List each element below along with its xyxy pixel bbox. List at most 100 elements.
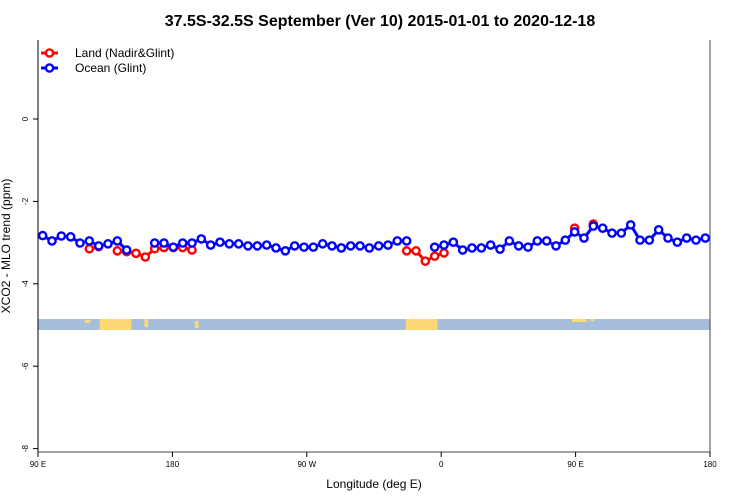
data-point-ocean [317, 239, 328, 249]
data-point-ocean [635, 235, 645, 245]
map-band-land [590, 319, 595, 321]
data-point-ocean [47, 236, 57, 246]
data-point-ocean [196, 234, 207, 244]
y-tick-label: -2 [21, 197, 30, 205]
data-point-ocean [401, 236, 412, 246]
data-point-ocean [616, 228, 627, 238]
data-point-ocean [429, 242, 440, 252]
data-point-ocean [84, 236, 95, 246]
data-point-ocean [233, 239, 244, 249]
data-point-ocean [168, 242, 179, 252]
data-point-ocean [523, 242, 533, 252]
data-point-ocean [280, 246, 291, 256]
data-point-ocean [607, 228, 617, 238]
x-axis-label: Longitude (deg E) [326, 477, 421, 491]
map-band [38, 319, 710, 330]
data-point-ocean [224, 239, 235, 249]
data-point-ocean [392, 236, 403, 246]
data-point-ocean [457, 245, 468, 255]
y-axis-label: XCO2 - MLO trend (ppm) [0, 179, 13, 314]
data-point-ocean [588, 221, 599, 231]
data-point-land [439, 248, 449, 258]
data-point-ocean [513, 241, 524, 251]
data-point-land [84, 243, 95, 254]
data-point-ocean [65, 232, 76, 242]
data-point-ocean [485, 240, 496, 250]
data-point-ocean [504, 236, 515, 246]
data-point-ocean [681, 233, 692, 243]
data-point-ocean [569, 227, 580, 237]
legend-ocean-marker [44, 63, 55, 73]
data-point-ocean [112, 236, 123, 246]
data-point-ocean [187, 238, 197, 248]
data-point-ocean [560, 235, 571, 245]
map-band-land [405, 319, 438, 330]
data-point-ocean [308, 242, 319, 252]
data-point-ocean [541, 236, 552, 246]
data-point-land [411, 246, 421, 256]
data-point-ocean [271, 243, 281, 253]
data-point-ocean [663, 233, 673, 243]
legend-ocean-label: Ocean (Glint) [75, 61, 146, 75]
x-tick-label: 90 E [30, 460, 46, 469]
legend: Land (Nadir&Glint) Ocean (Glint) [41, 46, 174, 75]
data-point-land [140, 252, 151, 262]
y-tick-label: 0 [21, 116, 30, 121]
data-point-land [112, 246, 123, 256]
x-tick-label: 180 [166, 460, 180, 469]
legend-land-label: Land (Nadir&Glint) [75, 46, 174, 60]
data-point-ocean [159, 238, 169, 248]
data-point-ocean [364, 243, 375, 253]
chart-title: 37.5S-32.5S September (Ver 10) 2015-01-0… [165, 13, 596, 30]
data-point-ocean [75, 238, 85, 248]
x-tick-label: 180 [703, 460, 717, 469]
data-point-ocean [345, 241, 356, 251]
data-point-ocean [261, 240, 272, 250]
data-point-ocean [495, 244, 505, 254]
data-point-ocean [653, 225, 664, 235]
map-band-land [144, 319, 149, 327]
series-layer [37, 219, 711, 266]
data-point-ocean [205, 240, 216, 250]
data-point-ocean [467, 243, 477, 253]
data-point-ocean [289, 241, 300, 251]
data-point-ocean [448, 237, 459, 247]
map-band-land [84, 320, 91, 323]
data-point-ocean [103, 239, 113, 249]
data-point-ocean [439, 240, 449, 250]
data-point-ocean [691, 235, 701, 245]
data-point-ocean [644, 235, 655, 245]
legend-item-ocean: Ocean (Glint) [41, 61, 146, 75]
map-band-land [571, 319, 587, 322]
data-point-ocean [383, 240, 393, 250]
map-band-ocean [38, 319, 710, 330]
data-point-ocean [37, 230, 48, 241]
data-point-ocean [700, 233, 711, 243]
data-point-ocean [215, 237, 225, 247]
map-band-land [99, 319, 132, 330]
data-point-ocean [93, 241, 104, 251]
y-tick-label: -4 [21, 280, 30, 288]
data-point-ocean [373, 241, 384, 251]
data-point-ocean [476, 243, 487, 253]
data-point-land [131, 248, 141, 259]
x-tick-label: 0 [439, 460, 444, 469]
legend-item-land: Land (Nadir&Glint) [41, 46, 174, 60]
data-point-ocean [579, 233, 589, 243]
data-point-ocean [355, 241, 365, 251]
y-tick-label: -6 [21, 362, 30, 370]
data-point-land [429, 251, 440, 261]
data-point-ocean [121, 245, 132, 255]
data-point-ocean [327, 241, 337, 251]
legend-land-marker [44, 48, 55, 58]
x-tick-label: 90 E [567, 460, 583, 469]
map-band-land [194, 321, 199, 328]
y-tick-label: -8 [21, 444, 30, 452]
data-point-ocean [56, 231, 67, 241]
data-point-ocean [243, 241, 253, 251]
data-point-ocean [551, 241, 561, 251]
data-point-ocean [299, 242, 309, 252]
x-tick-label: 90 W [297, 460, 316, 469]
data-point-ocean [672, 237, 683, 247]
